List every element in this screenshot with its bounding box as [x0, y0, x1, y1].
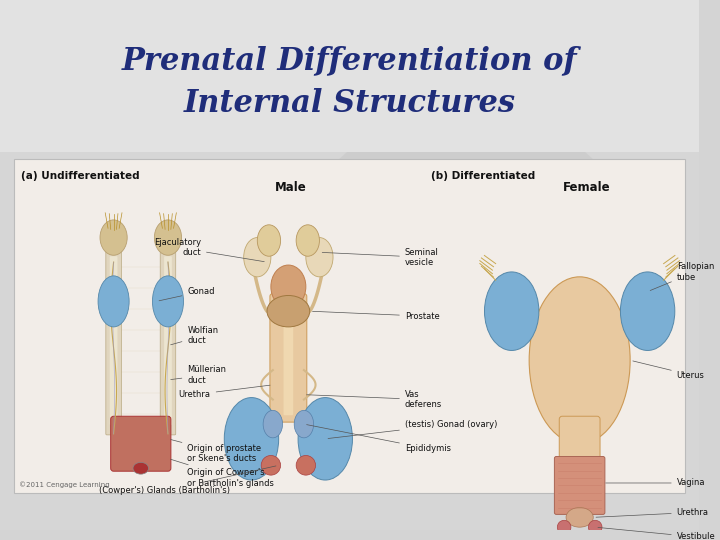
Ellipse shape: [588, 521, 602, 534]
Ellipse shape: [271, 265, 306, 308]
Ellipse shape: [294, 410, 314, 438]
FancyBboxPatch shape: [109, 256, 117, 425]
Text: (b) Differentiated: (b) Differentiated: [431, 171, 536, 181]
Text: (a) Undifferentiated: (a) Undifferentiated: [22, 171, 140, 181]
FancyBboxPatch shape: [14, 159, 685, 493]
Text: Vestibule: Vestibule: [598, 528, 716, 540]
FancyBboxPatch shape: [111, 416, 171, 471]
Ellipse shape: [306, 238, 333, 277]
Ellipse shape: [296, 456, 315, 475]
Text: (testis) Gonad (ovary): (testis) Gonad (ovary): [328, 420, 498, 438]
Ellipse shape: [243, 238, 271, 277]
Text: Uterus: Uterus: [633, 361, 705, 380]
Ellipse shape: [485, 272, 539, 350]
Ellipse shape: [225, 397, 279, 480]
FancyBboxPatch shape: [0, 0, 699, 152]
Ellipse shape: [621, 272, 675, 350]
Text: Vas
deferens: Vas deferens: [307, 390, 442, 409]
Ellipse shape: [100, 220, 127, 255]
Text: Urethra: Urethra: [596, 508, 708, 517]
FancyBboxPatch shape: [161, 246, 176, 435]
Ellipse shape: [557, 521, 571, 534]
Text: Müllerian
duct: Müllerian duct: [171, 365, 226, 384]
Text: Seminal
vesicle: Seminal vesicle: [323, 247, 438, 267]
Text: Gonad: Gonad: [159, 287, 215, 301]
FancyBboxPatch shape: [270, 294, 307, 422]
FancyBboxPatch shape: [559, 416, 600, 471]
Text: Prostate: Prostate: [312, 312, 440, 321]
Text: Male: Male: [274, 181, 306, 194]
Ellipse shape: [298, 397, 353, 480]
Text: Prenatal Differentiation of: Prenatal Differentiation of: [122, 45, 577, 76]
Ellipse shape: [529, 277, 630, 444]
Text: Ejaculatory
duct: Ejaculatory duct: [154, 238, 264, 262]
Ellipse shape: [98, 276, 129, 327]
FancyBboxPatch shape: [164, 256, 172, 425]
Text: ©2011 Cengage Learning: ©2011 Cengage Learning: [19, 481, 110, 488]
Ellipse shape: [566, 508, 593, 527]
Ellipse shape: [261, 456, 281, 475]
Text: Fallopian
tube: Fallopian tube: [650, 262, 714, 291]
Text: Origin of prostate
or Skene's ducts: Origin of prostate or Skene's ducts: [171, 440, 261, 463]
Ellipse shape: [296, 225, 320, 256]
Text: Internal Structures: Internal Structures: [184, 87, 516, 119]
Ellipse shape: [153, 276, 184, 327]
Ellipse shape: [133, 462, 148, 474]
Text: Vagina: Vagina: [606, 478, 706, 488]
Text: Urethra: Urethra: [179, 385, 270, 399]
Ellipse shape: [267, 295, 310, 327]
Text: Wolfian
duct: Wolfian duct: [171, 326, 218, 346]
FancyBboxPatch shape: [0, 0, 699, 530]
FancyBboxPatch shape: [554, 456, 605, 515]
Text: Epididymis: Epididymis: [307, 424, 451, 453]
Ellipse shape: [154, 220, 181, 255]
FancyBboxPatch shape: [106, 246, 122, 435]
Text: Origin of Cowper's
or Bartholin's glands: Origin of Cowper's or Bartholin's glands: [171, 460, 274, 488]
Ellipse shape: [257, 225, 281, 256]
Ellipse shape: [282, 108, 651, 481]
Ellipse shape: [263, 410, 282, 438]
Text: Female: Female: [562, 181, 611, 194]
Text: (Cowper's) Glands (Bartholin's): (Cowper's) Glands (Bartholin's): [99, 466, 276, 495]
FancyBboxPatch shape: [284, 300, 293, 415]
